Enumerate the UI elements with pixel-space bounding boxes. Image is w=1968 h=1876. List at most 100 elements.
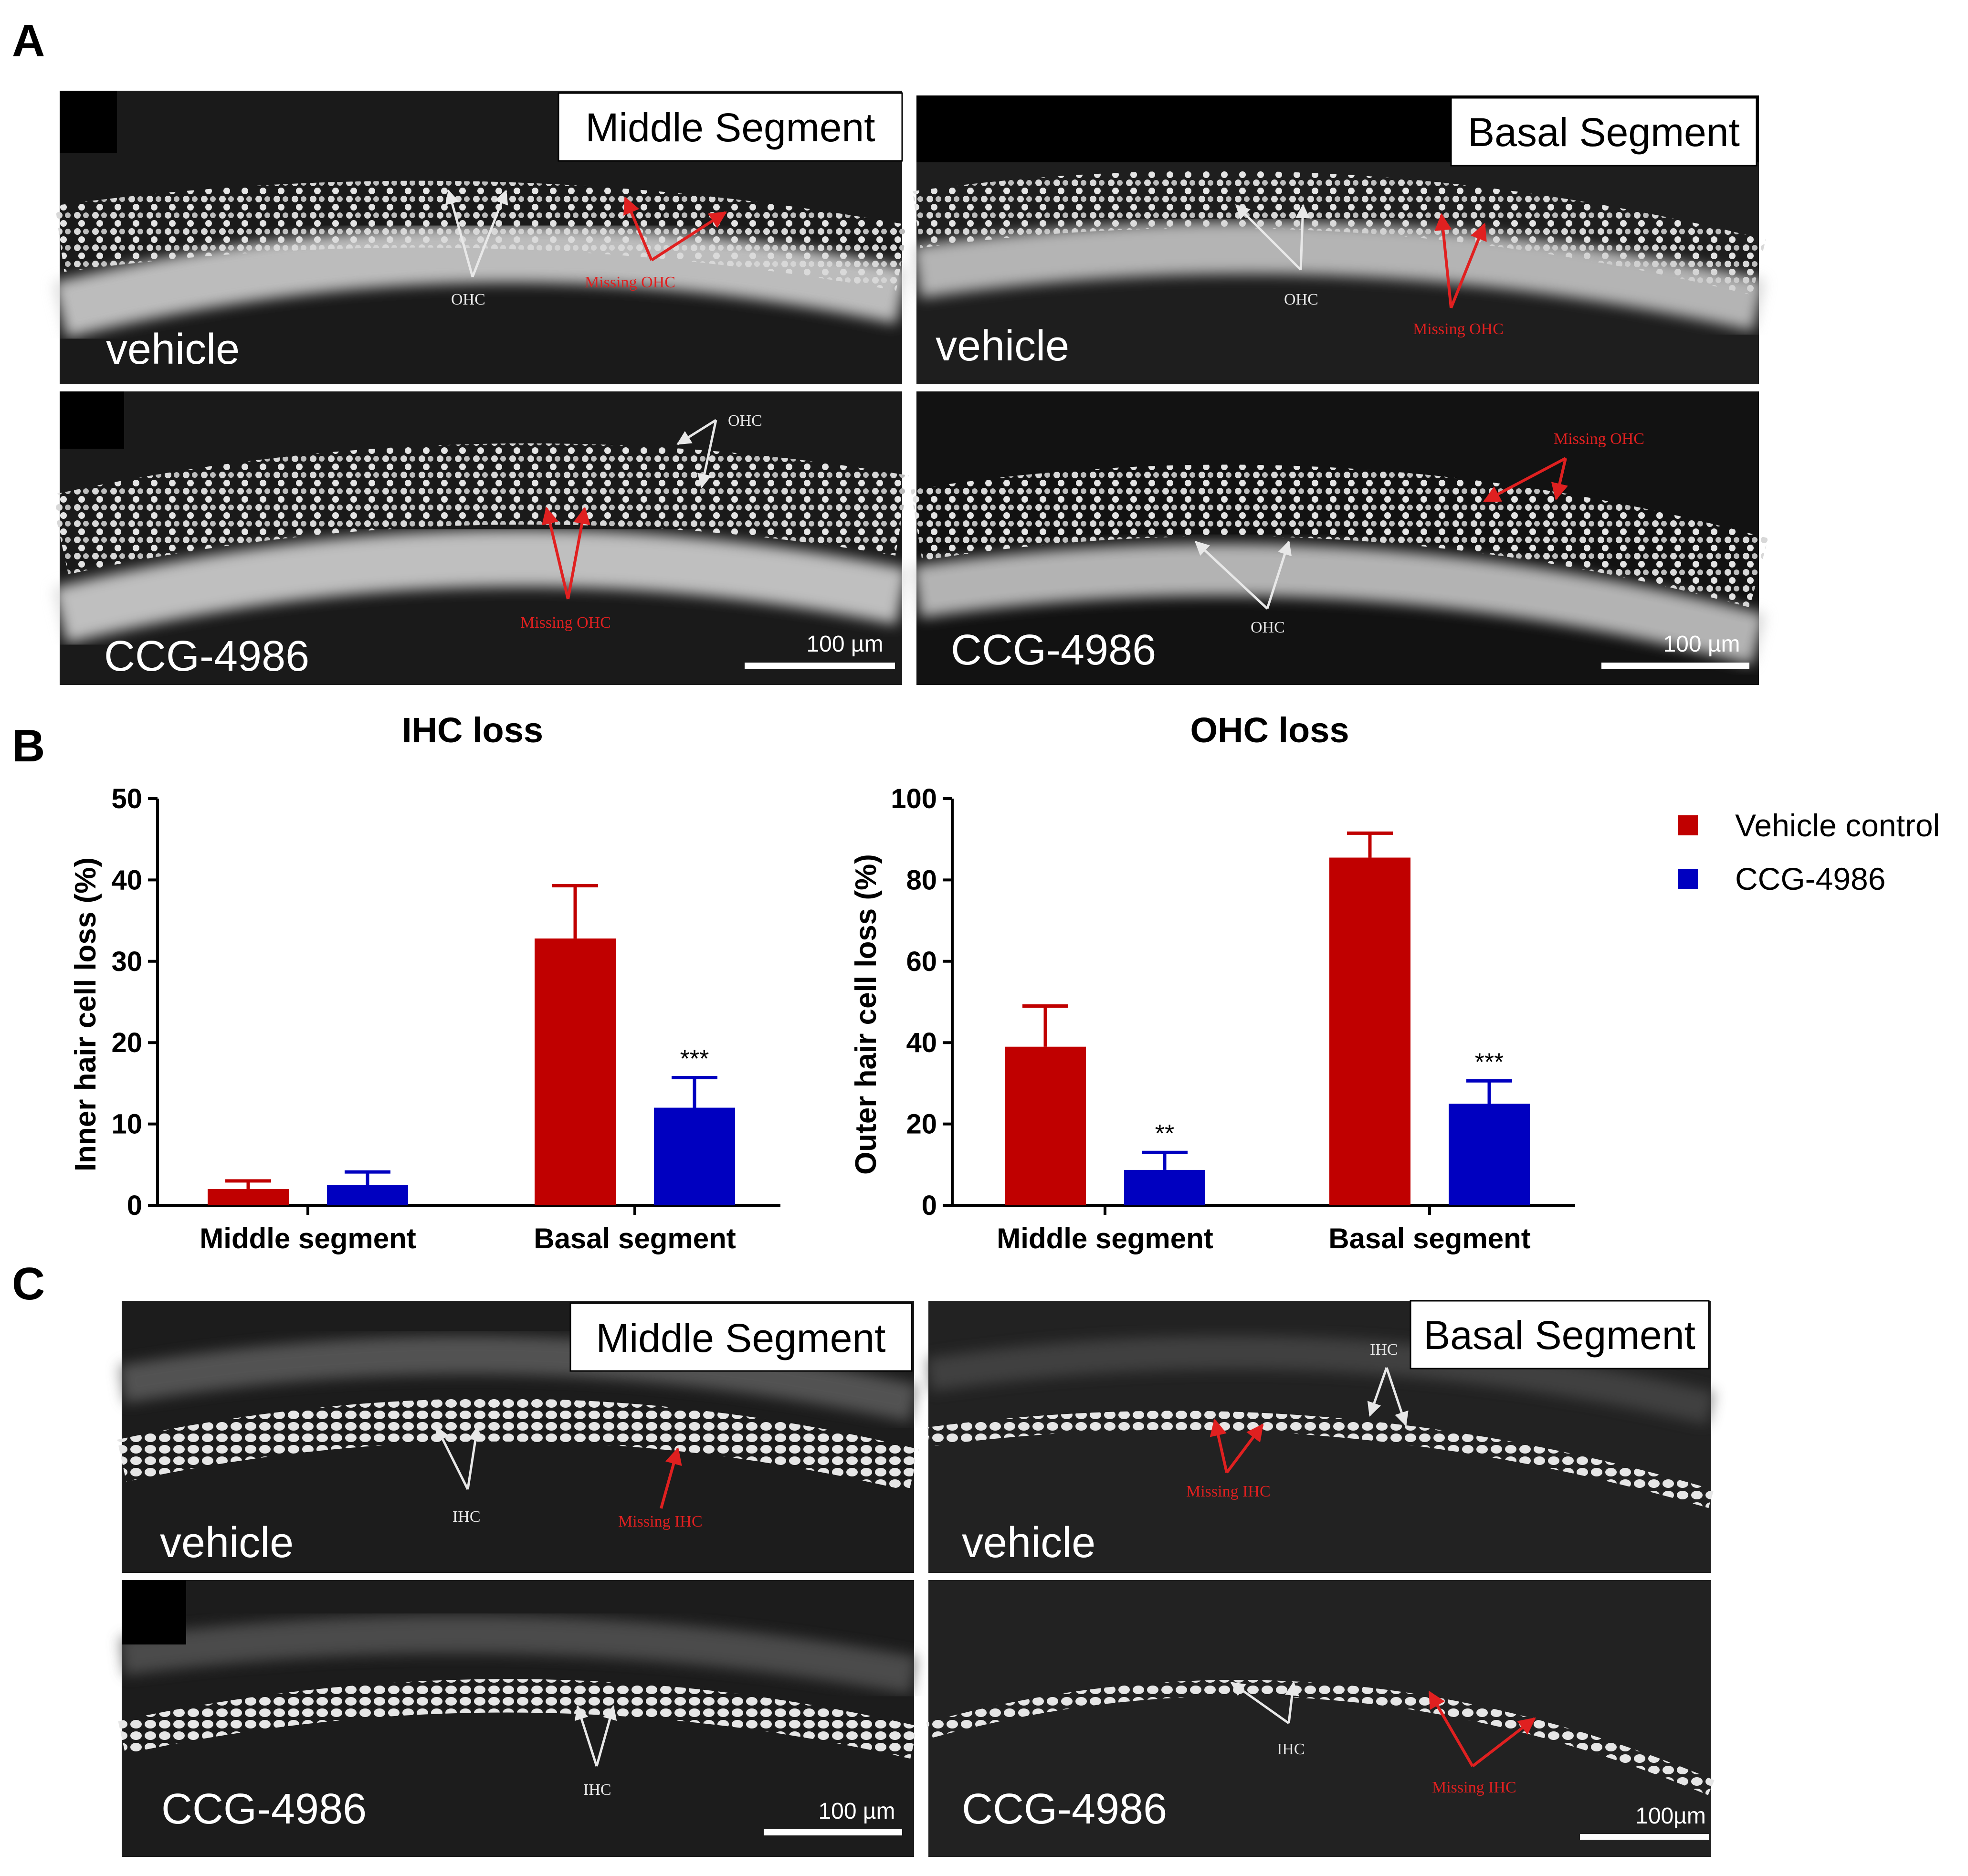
arrow: [1284, 1681, 1299, 1724]
arrow: [651, 211, 727, 262]
segment-label: Basal Segment: [1468, 110, 1740, 155]
x-category-label: Basal segment: [534, 1223, 736, 1254]
arrow: [574, 1705, 598, 1767]
annotation-missing-ohc: Missing OHC: [520, 614, 611, 632]
micrograph-c-basal-ccg: CCG-4986 100µm IHC Missing IHC: [926, 1580, 1715, 1857]
annotation-missing-ohc: Missing OHC: [1413, 320, 1504, 338]
y-tick-label: 10: [111, 1109, 142, 1140]
bar: [327, 1185, 408, 1205]
condition-label: CCG-4986: [962, 1785, 1167, 1833]
segment-label: Basal Segment: [1423, 1313, 1695, 1358]
arrow: [1235, 204, 1302, 271]
legend-swatch-ccg: [1678, 869, 1698, 889]
arrow: [1194, 540, 1268, 610]
ihc-row: [926, 1680, 1715, 1795]
chart-ohc-loss: OHC loss Outer hair cell loss (%) 0 20 40 6…: [850, 710, 1575, 1254]
scale-bar-label: 100 µm: [806, 632, 883, 657]
scale-bar-label: 100µm: [1635, 1803, 1706, 1829]
ohc-rows: [926, 1336, 1715, 1425]
y-tick-label: 100: [891, 783, 937, 814]
arrow: [541, 506, 569, 600]
bar: [654, 1107, 735, 1205]
x-category-label: Middle segment: [997, 1223, 1213, 1254]
condition-label: vehicle: [962, 1519, 1095, 1567]
y-tick-label: 0: [127, 1190, 142, 1221]
condition-label: CCG-4986: [104, 632, 309, 680]
segment-label: Middle Segment: [596, 1316, 886, 1360]
arrow: [595, 1705, 617, 1767]
ohc-rows: [55, 180, 908, 291]
annotation-ihc: IHC: [453, 1508, 481, 1526]
y-tick-label: 20: [111, 1027, 142, 1058]
arrow: [471, 190, 508, 277]
arrow: [676, 419, 717, 445]
ohc-rows: [118, 1336, 918, 1423]
arrow: [1428, 1690, 1474, 1767]
arrow: [466, 1426, 483, 1490]
tissue-band: [912, 543, 1766, 665]
scale-bar-label: 100 µm: [1663, 632, 1740, 657]
y-axis-label: Inner hair cell loss (%): [69, 857, 102, 1171]
tissue-band: [53, 225, 908, 338]
micrograph-c-basal-vehicle: Basal Segment vehicle IHC Missing IHC: [926, 1300, 1715, 1573]
arrow: [1551, 458, 1568, 501]
bar: [1124, 1170, 1205, 1205]
segment-label: Middle Segment: [586, 105, 875, 150]
arrow: [1266, 540, 1292, 609]
ihc-row: [118, 1679, 918, 1759]
significance-label: ***: [680, 1045, 709, 1073]
legend: Vehicle control CCG-4986: [1678, 808, 1940, 896]
segment-label-box: [1450, 97, 1758, 167]
bar: [535, 938, 616, 1205]
condition-label: vehicle: [160, 1519, 294, 1567]
annotation-missing-ihc: Missing IHC: [1432, 1779, 1516, 1796]
arrow: [1225, 1423, 1264, 1474]
bar: [1449, 1104, 1530, 1205]
scale-bar-label: 100 µm: [818, 1799, 895, 1824]
ohc-rows: [51, 443, 909, 575]
y-tick-label: 50: [111, 783, 142, 814]
legend-label-ccg: CCG-4986: [1735, 861, 1885, 896]
annotation-missing-ohc: Missing OHC: [585, 274, 675, 291]
arrow: [1367, 1367, 1388, 1417]
arrow: [623, 196, 653, 261]
panel-letter-c: C: [12, 1258, 45, 1309]
x-category-label: Middle segment: [200, 1223, 416, 1254]
arrow: [1450, 222, 1487, 309]
arrow: [697, 420, 717, 488]
y-tick-label: 20: [906, 1109, 937, 1140]
annotation-missing-ihc: Missing IHC: [1186, 1483, 1271, 1500]
arrow: [435, 1426, 469, 1490]
condition-label: vehicle: [106, 326, 240, 373]
micrograph-a-basal-ccg: CCG-4986 100 µm Missing OHC OHC: [911, 391, 1768, 685]
bar: [1329, 857, 1410, 1205]
y-tick-label: 30: [111, 946, 142, 977]
chart-title: OHC loss: [1190, 710, 1349, 750]
micrograph-c-middle-vehicle: Middle Segment vehicle IHC Missing IHC: [117, 1301, 919, 1573]
panel-letter-b: B: [12, 720, 45, 771]
y-tick-label: 80: [906, 864, 937, 896]
legend-label-vehicle: Vehicle control: [1735, 808, 1940, 843]
annotation-ohc: OHC: [451, 291, 485, 308]
legend-swatch-vehicle: [1678, 815, 1698, 835]
arrow: [445, 190, 474, 277]
arrow: [1385, 1367, 1409, 1426]
annotation-ihc: IHC: [1370, 1341, 1398, 1359]
significance-label: ***: [1475, 1048, 1504, 1076]
annotation-ohc: OHC: [1284, 291, 1318, 308]
micrograph-background: [928, 1580, 1711, 1857]
segment-label-box: [569, 1302, 913, 1372]
annotation-missing-ohc: Missing OHC: [1554, 430, 1644, 448]
corner-mask: [60, 391, 124, 449]
chart-ihc-loss: IHC loss Inner hair cell loss (%) 0 10 20 3…: [69, 710, 780, 1254]
significance-label: **: [1155, 1120, 1174, 1148]
arrow: [1483, 457, 1567, 503]
y-tick-label: 40: [111, 864, 142, 896]
corner-mask: [60, 91, 117, 153]
condition-label: vehicle: [936, 322, 1069, 370]
segment-label-box: [558, 92, 903, 162]
annotation-ohc: OHC: [1251, 619, 1285, 636]
tissue-band: [912, 221, 1765, 331]
y-axis-label: Outer hair cell loss (%): [850, 854, 883, 1175]
